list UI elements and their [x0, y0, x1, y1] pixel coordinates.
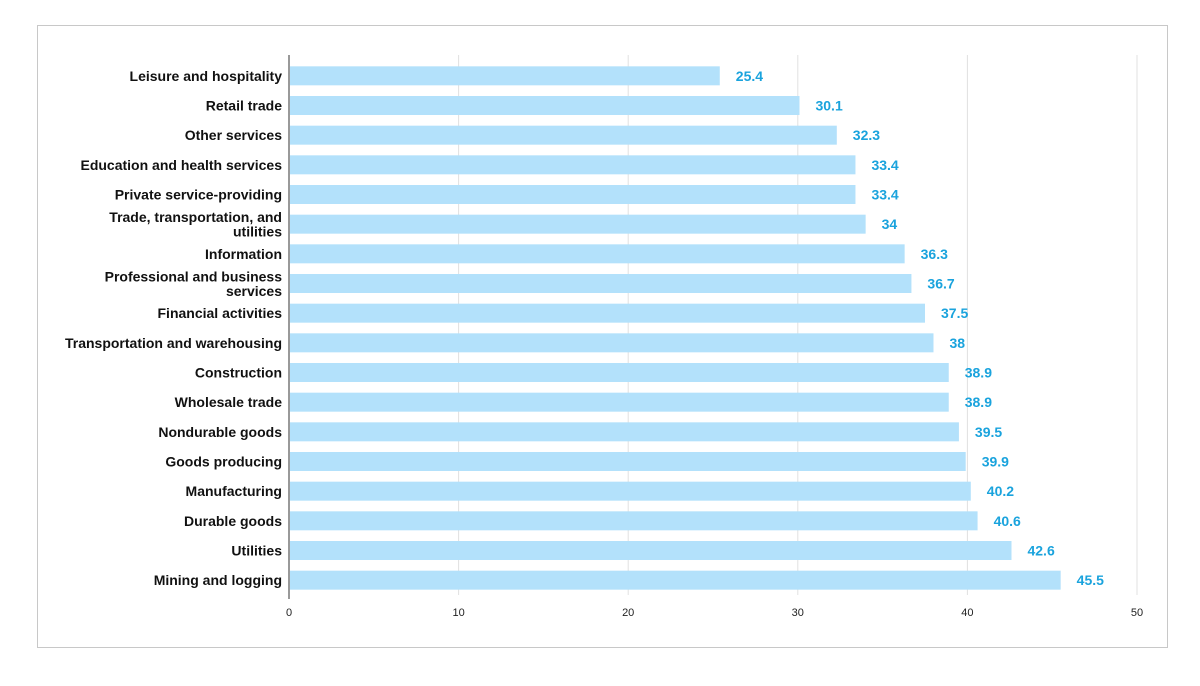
category-label: Retail trade [206, 98, 282, 114]
category-label: Information [205, 246, 282, 262]
x-axis-tick-labels: 0 10 20 30 40 50 [286, 607, 1143, 619]
value-label: 36.7 [927, 276, 954, 292]
x-tick-label: 50 [1131, 607, 1143, 619]
category-label: Trade, transportation, and utilities [109, 209, 282, 240]
bar [290, 185, 856, 204]
value-label: 25.4 [736, 68, 763, 84]
value-label: 38.9 [965, 365, 992, 381]
value-label: 36.3 [921, 246, 948, 262]
bar [290, 392, 949, 412]
value-label: 38 [949, 335, 965, 351]
category-label: Goods producing [165, 454, 282, 470]
category-label: Mining and logging [154, 572, 282, 588]
value-label: 38.9 [965, 394, 992, 410]
category-label: Financial activities [158, 305, 283, 321]
value-label: 33.4 [871, 157, 898, 173]
value-label: 37.5 [941, 305, 968, 321]
bar [290, 96, 800, 115]
bar [290, 155, 856, 175]
bar [290, 66, 720, 86]
bar [290, 481, 971, 501]
x-tick-label: 20 [622, 607, 634, 619]
category-label: Leisure and hospitality [130, 68, 283, 84]
bar [290, 363, 949, 382]
category-label: Manufacturing [186, 483, 282, 499]
category-label: Construction [195, 365, 282, 381]
category-label: Other services [185, 127, 282, 143]
bar [290, 125, 837, 145]
category-label: Wholesale trade [175, 394, 283, 410]
bar [290, 244, 905, 264]
bar [290, 214, 866, 234]
value-label: 39.9 [982, 454, 1009, 470]
value-labels: 25.430.132.333.433.43436.336.737.53838.9… [736, 68, 1104, 588]
value-label: 40.2 [987, 483, 1014, 499]
value-label: 33.4 [871, 187, 898, 203]
x-tick-label: 10 [452, 607, 464, 619]
bar [290, 511, 978, 531]
category-label: Transportation and warehousing [65, 335, 282, 351]
x-tick-label: 30 [792, 607, 804, 619]
bar [290, 274, 912, 293]
bars [290, 66, 1061, 590]
category-labels: Leisure and hospitality Retail trade Other… [65, 68, 282, 588]
bar [290, 452, 966, 471]
category-label: Education and health services [80, 157, 282, 173]
bar [290, 541, 1012, 560]
value-label: 39.5 [975, 424, 1002, 440]
category-label: Nondurable goods [158, 424, 282, 440]
bar [290, 570, 1061, 590]
x-tick-label: 40 [961, 607, 973, 619]
value-label: 34 [882, 216, 898, 232]
bar [290, 422, 959, 442]
value-label: 45.5 [1077, 572, 1104, 588]
grid-lines [458, 55, 1138, 595]
bar [290, 333, 934, 353]
value-label: 30.1 [815, 98, 842, 114]
category-label: Private service-providing [115, 187, 282, 203]
bar [290, 303, 925, 323]
x-tick-label: 0 [286, 607, 292, 619]
value-label: 42.6 [1027, 543, 1054, 559]
category-label: Durable goods [184, 513, 282, 529]
value-label: 40.6 [994, 513, 1021, 529]
category-label: Professional and business services [105, 268, 283, 299]
category-label: Utilities [231, 543, 282, 559]
value-label: 32.3 [853, 127, 880, 143]
